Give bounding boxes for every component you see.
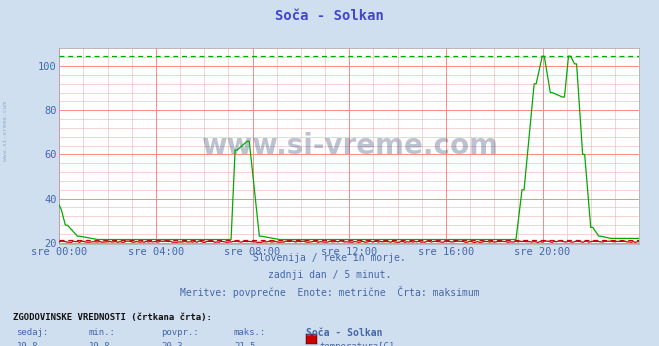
Text: 19,8: 19,8 <box>16 342 38 346</box>
Text: 21,5: 21,5 <box>234 342 256 346</box>
Text: 20,3: 20,3 <box>161 342 183 346</box>
Text: sedaj:: sedaj: <box>16 328 49 337</box>
Text: povpr.:: povpr.: <box>161 328 199 337</box>
Text: zadnji dan / 5 minut.: zadnji dan / 5 minut. <box>268 270 391 280</box>
Text: Slovenija / reke in morje.: Slovenija / reke in morje. <box>253 253 406 263</box>
Text: min.:: min.: <box>89 328 116 337</box>
Text: ZGODOVINSKE VREDNOSTI (črtkana črta):: ZGODOVINSKE VREDNOSTI (črtkana črta): <box>13 313 212 322</box>
Text: temperatura[C]: temperatura[C] <box>320 342 395 346</box>
Text: Soča - Solkan: Soča - Solkan <box>306 328 383 338</box>
Text: 19,8: 19,8 <box>89 342 111 346</box>
Text: www.si-vreme.com: www.si-vreme.com <box>3 101 8 162</box>
Text: Meritve: povprečne  Enote: metrične  Črta: maksimum: Meritve: povprečne Enote: metrične Črta:… <box>180 286 479 299</box>
Text: Soča - Solkan: Soča - Solkan <box>275 9 384 22</box>
Text: maks.:: maks.: <box>234 328 266 337</box>
Text: www.si-vreme.com: www.si-vreme.com <box>201 132 498 160</box>
